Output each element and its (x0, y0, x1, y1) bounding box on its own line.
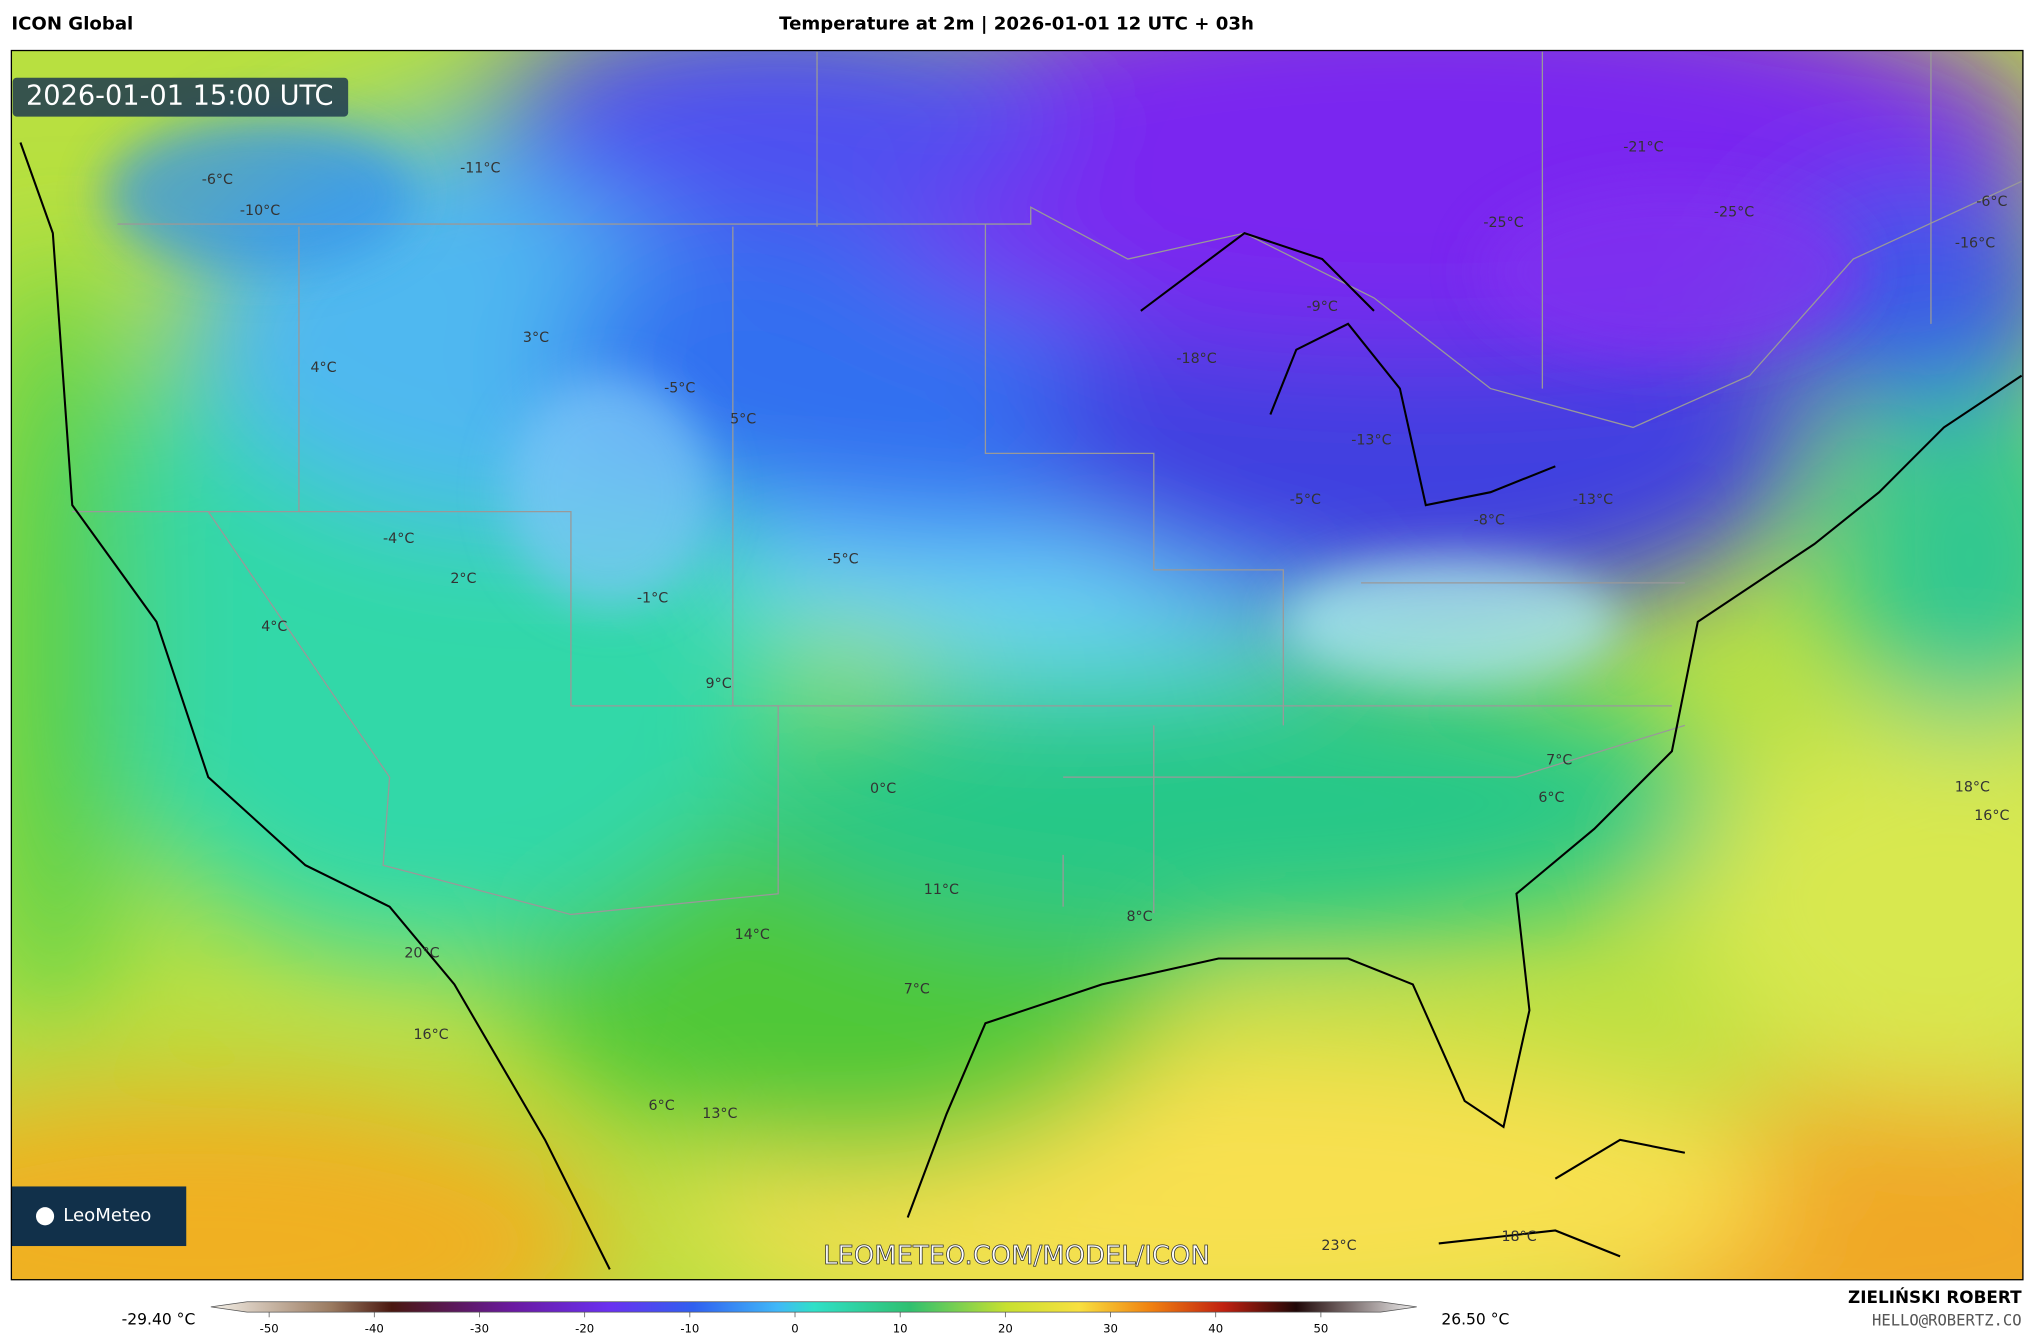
temperature-label: 6°C (649, 1098, 675, 1114)
colorbar-tick-label: -40 (365, 1321, 384, 1335)
coastline (19, 142, 2023, 1270)
temperature-label: -6°C (202, 172, 233, 188)
colorbar-tick-label: 30 (1103, 1321, 1118, 1335)
temperature-label: 23°C (1321, 1238, 1356, 1254)
colorbar-min: -29.40 °C (122, 1310, 196, 1328)
colorbar-tick-label: -30 (470, 1321, 489, 1335)
temperature-label: 4°C (310, 360, 336, 376)
colorbar-tick-label: -50 (260, 1321, 279, 1335)
temperature-label: 18°C (1501, 1229, 1536, 1245)
watermark: LEOMETEO.COM/MODEL/ICON (823, 1241, 1210, 1271)
temperature-label: 20°C (404, 945, 439, 961)
timestamp: 2026-01-01 15:00 UTC (26, 81, 334, 112)
temperature-label: 5°C (730, 412, 756, 428)
temperature-label: -25°C (1714, 204, 1754, 220)
temperature-label: 7°C (904, 982, 930, 998)
colorbar-tick-label: -10 (680, 1321, 699, 1335)
temperature-label: 14°C (735, 927, 770, 943)
temperature-label: 8°C (1126, 909, 1152, 925)
temperature-label: 0°C (870, 781, 896, 797)
contact: HELLO@ROBERTZ.CO (1872, 1312, 2022, 1330)
logo: LeoMeteo (63, 1205, 151, 1226)
temperature-label: 6°C (1538, 790, 1564, 806)
temperature-label: -13°C (1351, 432, 1391, 448)
temperature-label: 7°C (1546, 752, 1572, 768)
temperature-label: 16°C (413, 1027, 448, 1043)
temperature-label: 13°C (702, 1106, 737, 1122)
temperature-label: 11°C (924, 882, 959, 898)
colorbar-tick-label: 0 (791, 1321, 798, 1335)
temperature-label: -25°C (1483, 215, 1523, 231)
logo-sun (35, 1207, 55, 1226)
timestamp-box (12, 77, 349, 117)
colorbar (210, 1301, 1417, 1313)
temperature-label: -18°C (1176, 351, 1216, 367)
temperature-labels: -6°C -10°C -11°C 3°C 4°C -5°C 5°C -4°C 2°C -1°C 4°… (202, 140, 2010, 1254)
temperature-label: -5°C (664, 381, 695, 397)
colorbar-max: 26.50 °C (1441, 1310, 1509, 1328)
temperature-label: -6°C (1976, 194, 2007, 210)
temperature-label: 2°C (450, 571, 476, 587)
temperature-label: -5°C (1290, 492, 1321, 508)
temperature-label: 16°C (1974, 808, 2009, 824)
author: ZIELIŃSKI ROBERT (1848, 1286, 2022, 1307)
colorbar-tick-label: -20 (575, 1321, 594, 1335)
temperature-label: -21°C (1623, 140, 1663, 156)
colorbar-tick-label: 50 (1313, 1321, 1328, 1335)
temperature-label: -13°C (1573, 492, 1613, 508)
colorbar-tick-label: 40 (1208, 1321, 1223, 1335)
temperature-label: -16°C (1955, 236, 1995, 252)
borders (72, 51, 2022, 916)
map-frame (10, 49, 2024, 1281)
temperature-label: -5°C (827, 552, 858, 568)
colorbar-ticks: -50 -40 -30 -20 -10 0 10 20 30 40 50 (260, 1312, 1328, 1335)
temperature-label: -1°C (637, 590, 668, 606)
temperature-label: -9°C (1307, 299, 1338, 315)
temperature-label: 4°C (261, 619, 287, 635)
temperature-label: 9°C (706, 676, 732, 692)
header-title: Temperature at 2m | 2026-01-01 12 UTC + … (779, 14, 1254, 35)
temperature-label: 18°C (1955, 780, 1990, 796)
colorbar-tick-label: 20 (998, 1321, 1013, 1335)
temperature-label: 3°C (523, 330, 549, 346)
temperature-label: -8°C (1474, 513, 1505, 529)
colorbar-tick-label: 10 (893, 1321, 908, 1335)
temperature-label: -11°C (460, 160, 500, 176)
temperature-label: -4°C (383, 531, 414, 547)
header-left: ICON Global (11, 14, 133, 35)
temperature-label: -10°C (240, 203, 280, 219)
